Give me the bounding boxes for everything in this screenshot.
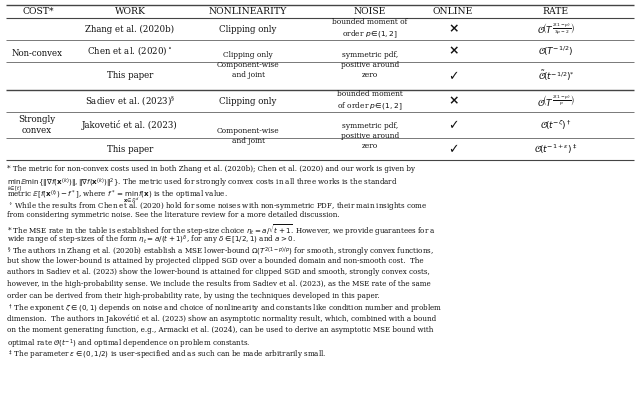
Text: $^\circ$ While the results from Chen et al. (2020) hold for some noises with non: $^\circ$ While the results from Chen et …	[7, 199, 428, 212]
Text: $^\S$ The authors in Zhang et al. (2020b) establish a MSE lower-bound $\Omega\le: $^\S$ The authors in Zhang et al. (2020b…	[7, 245, 434, 259]
Text: ONLINE: ONLINE	[433, 7, 473, 16]
Text: Component-wise
and joint: Component-wise and joint	[217, 127, 279, 145]
Text: WORK: WORK	[115, 7, 145, 16]
Text: wide range of step-sizes of the form $\eta_t = a/(t+1)^\delta$, for any $\delta : wide range of step-sizes of the form $\e…	[7, 234, 296, 247]
Text: * The MSE rate in the table is established for the step-size choice $\eta_t = a/: * The MSE rate in the table is establish…	[7, 222, 436, 238]
Text: Jakovetić et al. (2023): Jakovetić et al. (2023)	[82, 120, 178, 130]
Text: from considering symmetric noise. See the literature review for a more detailed : from considering symmetric noise. See th…	[7, 211, 340, 219]
Text: This paper: This paper	[107, 145, 153, 153]
Text: RATE: RATE	[543, 7, 569, 16]
Text: but show the lower-bound is attained by projected clipped SGD over a bounded dom: but show the lower-bound is attained by …	[7, 257, 424, 265]
Text: dimension.  The authors in Jakovétić et al. (2023) show an asymptotic normality: dimension. The authors in Jakovétić et …	[7, 314, 436, 323]
Text: * The metric for non-convex costs used in both Zhang et al. (2020b); Chen et al.: * The metric for non-convex costs used i…	[7, 165, 415, 173]
Text: $^\dagger$ The exponent $\zeta \in (0,1)$ depends on noise and choice of nonline: $^\dagger$ The exponent $\zeta \in (0,1)…	[7, 303, 442, 316]
Text: $\mathcal{O}\!\left(T^{-1/2}\right)$: $\mathcal{O}\!\left(T^{-1/2}\right)$	[538, 44, 573, 58]
Text: $\checkmark$: $\checkmark$	[448, 118, 458, 132]
Text: bounded moment
of order $p\!\in\!(1,2]$: bounded moment of order $p\!\in\!(1,2]$	[337, 90, 403, 112]
Text: authors in Sadiev et al. (2023) show the lower-bound is attained for clipped SGD: authors in Sadiev et al. (2023) show the…	[7, 268, 429, 276]
Text: NONLINEARITY: NONLINEARITY	[209, 7, 287, 16]
Text: Chen et al. (2020)$^\circ$: Chen et al. (2020)$^\circ$	[88, 45, 173, 57]
Text: $\mathcal{O}\!\left(t^{-1+\epsilon}\right)^\ddagger$: $\mathcal{O}\!\left(t^{-1+\epsilon}\righ…	[534, 142, 578, 155]
Text: COST*: COST*	[22, 7, 54, 16]
Text: bounded moment of
order $p\!\in\!(1,2]$: bounded moment of order $p\!\in\!(1,2]$	[332, 18, 408, 40]
Text: symmetric pdf,
positive around
zero: symmetric pdf, positive around zero	[341, 51, 399, 79]
Text: $\boldsymbol{\times}$: $\boldsymbol{\times}$	[447, 94, 458, 107]
Text: Sadiev et al. (2023)$^\S$: Sadiev et al. (2023)$^\S$	[85, 94, 175, 108]
Text: on the moment generating function, e.g., Armacki et al. (2024), can be used to d: on the moment generating function, e.g.,…	[7, 326, 433, 334]
Text: $\boldsymbol{\times}$: $\boldsymbol{\times}$	[447, 23, 458, 36]
Text: Clipping only
Component-wise
and joint: Clipping only Component-wise and joint	[217, 51, 279, 79]
Text: Clipping only: Clipping only	[220, 25, 276, 33]
Text: metric $\mathbb{E}[f(\mathbf{x}^{(t)}) - f^*]$, where $f^* = \min_{\mathbf{x}\in: metric $\mathbb{E}[f(\mathbf{x}^{(t)}) -…	[7, 188, 228, 205]
Text: Clipping only: Clipping only	[220, 97, 276, 105]
Text: optimal rate $\mathcal{O}(t^{-1})$ and optimal dependence on problem constants.: optimal rate $\mathcal{O}(t^{-1})$ and o…	[7, 337, 251, 351]
Text: NOISE: NOISE	[354, 7, 386, 16]
Text: however, in the high-probability sense. We include the results from Sadiev et al: however, in the high-probability sense. …	[7, 280, 431, 288]
Text: Strongly
convex: Strongly convex	[19, 115, 56, 135]
Text: $\mathcal{O}\!\left(T^{\frac{2(1-p)}{3p-2}}\right)$: $\mathcal{O}\!\left(T^{\frac{2(1-p)}{3p-…	[537, 21, 575, 36]
Text: $\checkmark$: $\checkmark$	[448, 69, 458, 82]
Text: $\checkmark$: $\checkmark$	[448, 143, 458, 155]
Text: symmetric pdf,
positive around
zero: symmetric pdf, positive around zero	[341, 122, 399, 150]
Text: $\tilde{\mathcal{O}}\!\left(t^{-1/2}\right)^{*}$: $\tilde{\mathcal{O}}\!\left(t^{-1/2}\rig…	[538, 69, 575, 83]
Text: Non-convex: Non-convex	[12, 49, 63, 59]
Text: $\boldsymbol{\times}$: $\boldsymbol{\times}$	[447, 44, 458, 58]
Text: Zhang et al. (2020b): Zhang et al. (2020b)	[85, 24, 175, 33]
Text: $^\ddagger$ The parameter $\epsilon \in (0, 1/2)$ is user-specified and as such : $^\ddagger$ The parameter $\epsilon \in …	[7, 349, 326, 362]
Text: $\min_{k\in[t]} \mathbb{E}\min\{\|\nabla f(\mathbf{x}^{(k)})\|, \|\nabla f(\math: $\min_{k\in[t]} \mathbb{E}\min\{\|\nabla…	[7, 176, 397, 193]
Text: $\mathcal{O}\!\left(t^{-\zeta}\right)^\dagger$: $\mathcal{O}\!\left(t^{-\zeta}\right)^\d…	[540, 118, 572, 132]
Text: order can be derived from their high-probability rate, by using the techniques d: order can be derived from their high-pro…	[7, 291, 380, 300]
Text: $\mathcal{O}\!\left(T^{\frac{2(1-p)}{p}}\right)$: $\mathcal{O}\!\left(T^{\frac{2(1-p)}{p}}…	[537, 94, 575, 109]
Text: This paper: This paper	[107, 71, 153, 81]
